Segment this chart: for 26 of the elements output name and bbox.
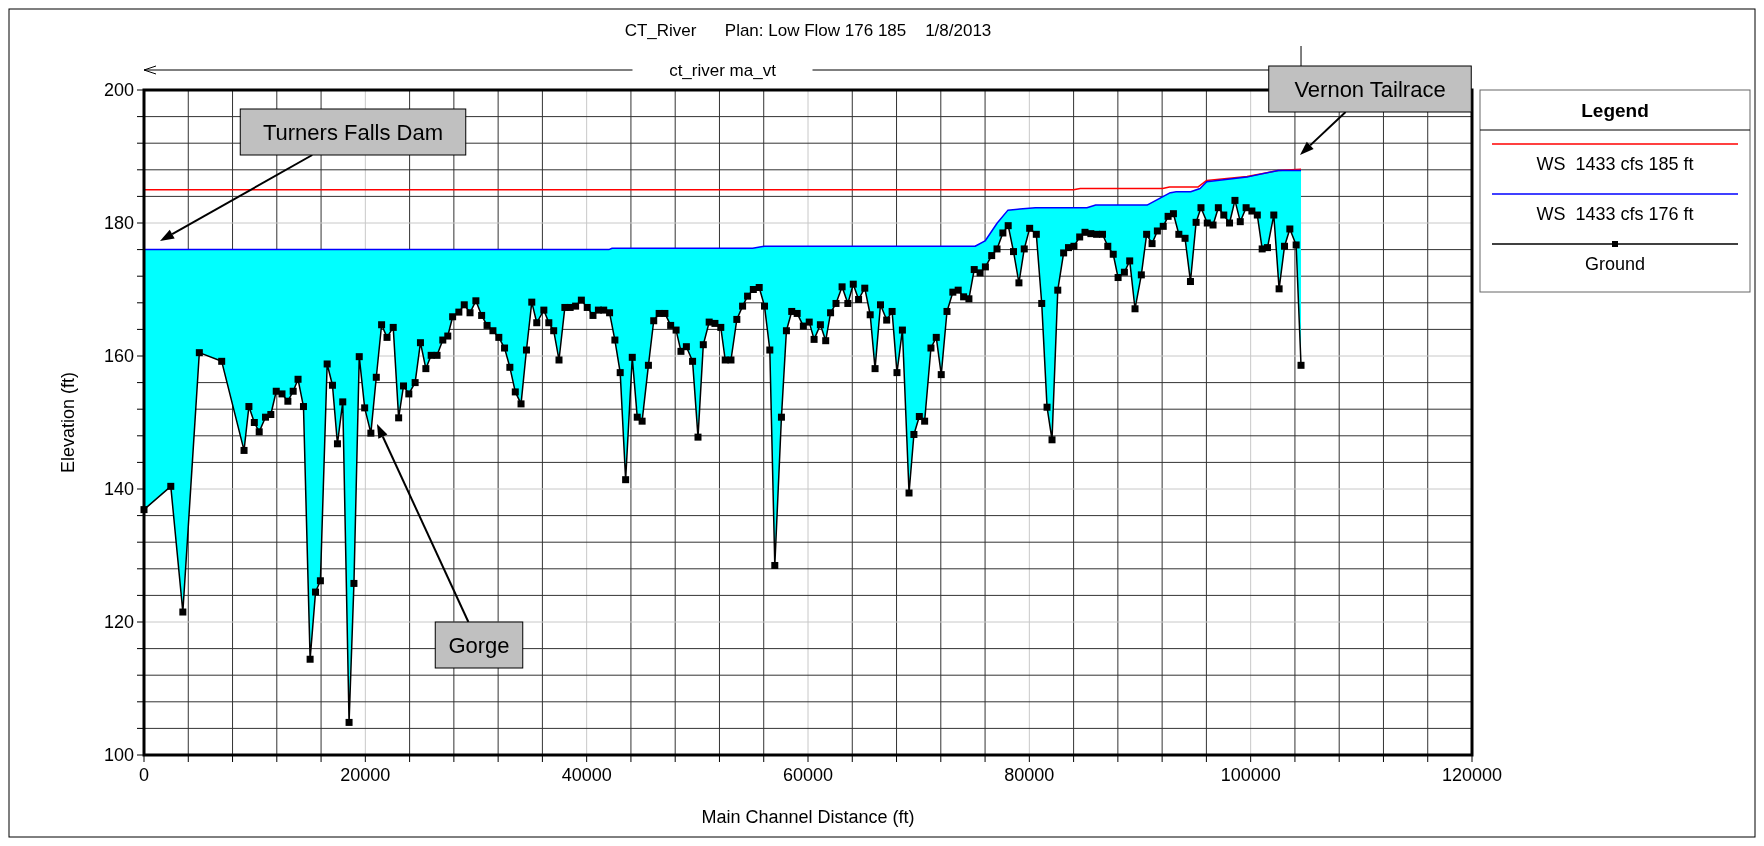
x-tick-label: 0 [138,765,150,785]
x-axis-title: Main Channel Distance (ft) [701,807,915,827]
x-tick-label: 60000 [782,765,834,785]
text: ct_river ma_vt [669,61,777,80]
x-tick-label: 120000 [1441,765,1503,785]
y-tick-label: 200 [103,80,134,100]
annotation: Turners Falls Dam [262,120,444,145]
y-axis-title: Elevation (ft) [58,371,78,474]
y-tick-label: 140 [103,479,134,499]
annotation: Gorge [448,633,510,658]
line-series [143,169,1302,251]
text: WS 1433 cfs 176 ft [1536,204,1694,224]
annotation: Vernon Tailrace [1294,77,1446,102]
y-tick-label: 120 [103,612,134,632]
y-tick-label: 160 [103,346,134,366]
x-tick-label: 40000 [561,765,612,785]
x-tick-label: 100000 [1220,765,1281,785]
line-series [143,168,1302,191]
y-tick-label: 180 [103,213,134,233]
legend-title: Legend [1581,100,1649,121]
legend-label: Ground [1584,254,1646,274]
y-tick-label: 100 [103,745,134,765]
chart-title: CT_River Plan: Low Flow 176 185 1/8/2013 [624,21,992,40]
x-tick-label: 20000 [340,765,391,785]
text: WS 1433 cfs 185 ft [1536,154,1694,174]
x-tick-label: 80000 [1004,765,1055,785]
